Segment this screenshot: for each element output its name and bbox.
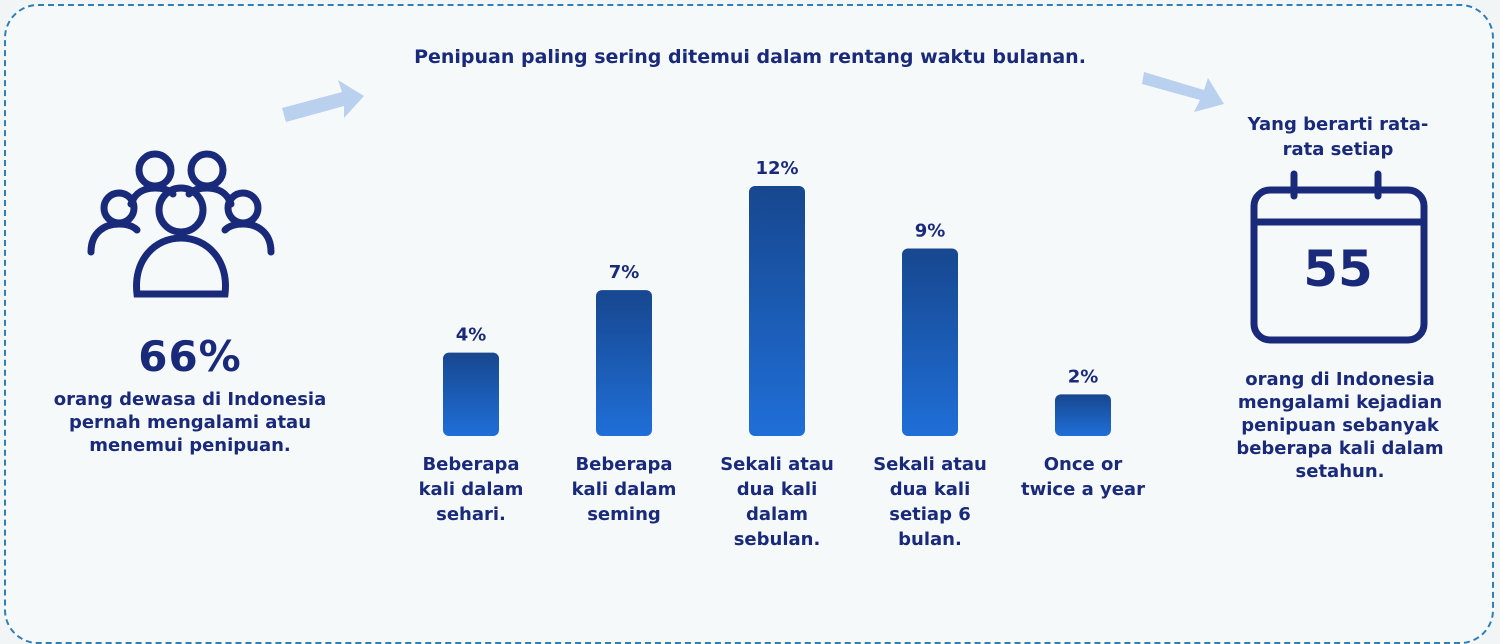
headline-percent: 66% (138, 332, 242, 381)
chart-title: Penipuan paling sering ditemui dalam ren… (414, 46, 1086, 68)
bar-value-label-1: 7% (609, 262, 640, 283)
calendar-number: 55 (1303, 240, 1373, 298)
arrow-right-icon (1142, 72, 1224, 112)
calendar-icon (1250, 170, 1428, 344)
right-heading: Yang berarti rata-rata setiap (1247, 114, 1429, 160)
bar-value-label-4: 2% (1068, 366, 1099, 387)
category-label-0: Beberapa kali dalam sehari. (418, 454, 524, 525)
bar-0 (443, 352, 499, 436)
right-description: orang di Indonesia mengalami kejadian pe… (1236, 369, 1444, 482)
bar-3 (902, 248, 958, 436)
headline-description: orang dewasa di Indonesia pernah mengala… (53, 389, 327, 456)
bar-4 (1055, 394, 1111, 436)
category-label-4: Once or twice a year (1021, 454, 1145, 500)
bar-1 (596, 290, 652, 436)
arrow-right-icon (282, 80, 364, 122)
category-label-1: Beberapa kali dalam seming (571, 454, 677, 525)
people-group-icon (87, 150, 275, 298)
bar-chart: 4% 7% 12% 9% 2% (443, 158, 1111, 436)
category-label-2: Sekali atau dua kali dalam sebulan. (720, 454, 834, 550)
category-label-3: Sekali atau dua kali setiap 6 bulan. (873, 454, 987, 550)
bar-value-label-0: 4% (456, 325, 487, 346)
bar-2 (749, 186, 805, 436)
bar-value-label-3: 9% (915, 221, 946, 242)
bar-value-label-2: 12% (755, 158, 798, 179)
